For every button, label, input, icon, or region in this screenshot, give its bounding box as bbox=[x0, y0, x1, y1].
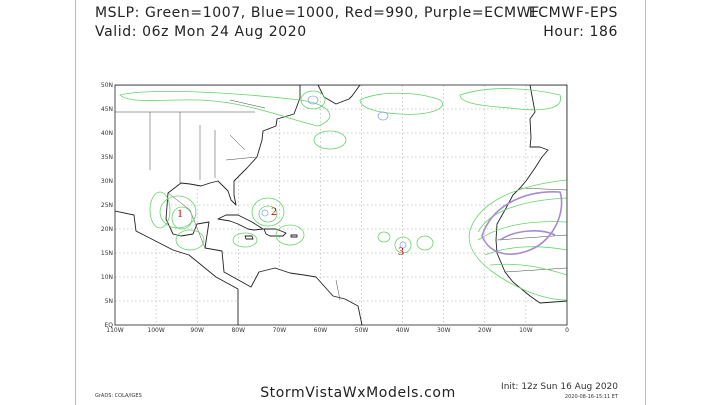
lat-label: 15N bbox=[101, 250, 113, 257]
valid-time: Valid: 06z Mon 24 Aug 2020 bbox=[95, 24, 307, 40]
lon-label: 90W bbox=[190, 327, 204, 334]
lon-label: 70W bbox=[273, 327, 287, 334]
legend-line: MSLP: Green=1007, Blue=1000, Red=990, Pu… bbox=[95, 5, 540, 21]
lon-label: 40W bbox=[396, 327, 410, 334]
lat-label: 5N bbox=[105, 298, 113, 305]
lat-label: 45N bbox=[101, 106, 113, 113]
contours bbox=[119, 88, 567, 301]
storm-marker: 2 bbox=[271, 204, 277, 218]
lat-label: 30N bbox=[101, 178, 113, 185]
site-name: StormVistaWxModels.com bbox=[260, 385, 456, 401]
model-name: ECMWF-EPS bbox=[529, 5, 618, 21]
borders bbox=[115, 99, 567, 301]
lat-label: 50N bbox=[101, 82, 113, 89]
timestamp: 2020-08-16-15:11 ET bbox=[565, 394, 619, 400]
jamaica bbox=[244, 235, 254, 240]
lon-label: 110W bbox=[106, 327, 123, 334]
cuba bbox=[217, 214, 264, 231]
americas bbox=[115, 85, 363, 325]
map-frame bbox=[114, 84, 568, 326]
lon-label: 10W bbox=[519, 327, 533, 334]
lon-label: 60W bbox=[314, 327, 328, 334]
lat-label: 10N bbox=[101, 274, 113, 281]
lat-label: 40N bbox=[101, 130, 113, 137]
lon-label: 50W bbox=[355, 327, 369, 334]
lon-label: 30W bbox=[437, 327, 451, 334]
lon-label: 0 bbox=[565, 327, 569, 334]
lon-label: 80W bbox=[231, 327, 245, 334]
storm-marker: 3 bbox=[398, 244, 404, 258]
storm-marker: 1 bbox=[177, 206, 183, 220]
hispaniola bbox=[263, 228, 287, 237]
lon-label: 20W bbox=[478, 327, 492, 334]
lat-label: EQ bbox=[104, 322, 113, 329]
forecast-hour: Hour: 186 bbox=[543, 24, 618, 40]
lat-label: 35N bbox=[101, 154, 113, 161]
lat-label: 25N bbox=[101, 202, 113, 209]
lon-label: 100W bbox=[147, 327, 164, 334]
puerto-rico bbox=[290, 234, 298, 238]
land-layer bbox=[115, 85, 567, 325]
init-time: Init: 12z Sun 16 Aug 2020 bbox=[501, 382, 618, 392]
lat-label: 20N bbox=[101, 226, 113, 233]
credit: GrADS: COLA/IGES bbox=[95, 393, 142, 399]
